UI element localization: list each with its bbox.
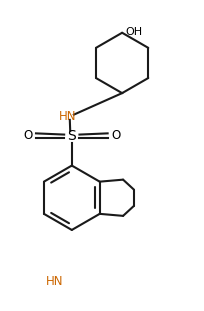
Text: HN: HN <box>59 110 76 123</box>
Text: O: O <box>23 129 32 142</box>
Text: HN: HN <box>46 275 63 288</box>
Text: O: O <box>111 129 121 142</box>
Text: OH: OH <box>125 27 142 37</box>
Text: S: S <box>68 129 76 143</box>
